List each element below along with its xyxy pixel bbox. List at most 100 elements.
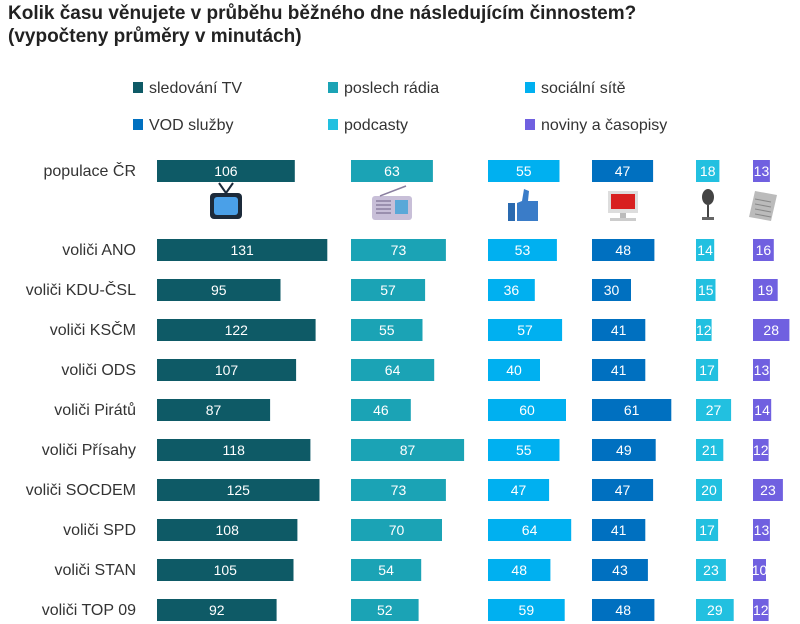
category-label: voliči KDU-ČSL (26, 280, 136, 299)
data-label: 92 (209, 602, 225, 618)
data-label: 61 (624, 402, 640, 418)
data-label: 60 (519, 402, 535, 418)
bar (753, 479, 783, 501)
bar (157, 319, 316, 341)
legend-label: poslech rádia (344, 80, 439, 97)
radio-icon (372, 185, 412, 220)
data-label: 64 (385, 362, 401, 378)
computer-icon (608, 191, 638, 221)
subtitle-line: (vypočteny průměry v minutách) (8, 26, 302, 47)
data-label: 57 (517, 322, 533, 338)
tv-icon (210, 182, 242, 219)
bar (753, 160, 770, 182)
data-label: 95 (211, 282, 227, 298)
data-label: 12 (753, 442, 769, 458)
legend-swatch (525, 119, 535, 130)
data-label: 36 (504, 282, 520, 298)
data-label: 55 (516, 163, 532, 179)
bar (592, 239, 655, 261)
legend-label: sledování TV (149, 80, 242, 97)
category-label: voliči Pirátů (54, 401, 136, 419)
microphone-icon (702, 189, 714, 220)
data-label: 15 (698, 282, 714, 298)
bar (753, 399, 772, 421)
data-label: 41 (611, 322, 627, 338)
data-label: 18 (700, 163, 716, 179)
bar (696, 519, 719, 541)
thumbs-up-icon (508, 189, 538, 221)
category-label: voliči TOP 09 (42, 602, 136, 619)
bar (696, 319, 712, 341)
bar (592, 279, 631, 301)
legend-swatch (133, 82, 143, 93)
data-label: 55 (516, 442, 532, 458)
data-label: 70 (389, 522, 405, 538)
bar (157, 439, 311, 461)
bar (592, 559, 648, 581)
data-label: 41 (611, 362, 627, 378)
bar (157, 559, 294, 581)
data-label: 125 (227, 482, 251, 498)
data-label: 12 (753, 602, 769, 618)
bar (351, 279, 426, 301)
bar (488, 439, 560, 461)
data-label: 23 (760, 482, 776, 498)
bar (351, 319, 423, 341)
data-label: 118 (223, 442, 246, 458)
bar (592, 599, 655, 621)
data-label: 40 (506, 362, 522, 378)
data-label: 12 (696, 322, 712, 338)
bar (753, 559, 766, 581)
data-label: 27 (706, 402, 722, 418)
data-label: 46 (373, 402, 389, 418)
bar (592, 399, 672, 421)
data-label: 48 (615, 242, 631, 258)
legend-swatch (133, 119, 143, 130)
bar (696, 439, 724, 461)
bar (351, 160, 433, 182)
data-label: 30 (604, 282, 620, 298)
legend-label: noviny a časopisy (541, 117, 667, 134)
data-label: 29 (707, 602, 723, 618)
category-label: voliči SOCDEM (26, 482, 136, 499)
bar (157, 160, 295, 182)
data-label: 52 (377, 602, 393, 618)
category-label: voliči SPD (63, 522, 136, 539)
data-label: 41 (611, 522, 627, 538)
data-label: 16 (756, 242, 772, 258)
data-label: 23 (703, 562, 719, 578)
data-label: 54 (378, 562, 394, 578)
data-label: 63 (384, 163, 400, 179)
bar (157, 519, 298, 541)
bar (592, 319, 646, 341)
bar (488, 559, 551, 581)
bar (157, 479, 320, 501)
data-label: 64 (522, 522, 538, 538)
bar (351, 239, 446, 261)
bar (157, 599, 277, 621)
bar (351, 599, 419, 621)
data-label: 47 (615, 482, 631, 498)
bar (157, 279, 281, 301)
data-label: 87 (206, 402, 222, 418)
data-label: 105 (214, 562, 238, 578)
bar (592, 439, 656, 461)
bar (696, 239, 715, 261)
data-label: 131 (230, 242, 254, 258)
data-label: 73 (391, 242, 407, 258)
bar (753, 439, 769, 461)
bar (753, 239, 774, 261)
bar (753, 359, 770, 381)
legend-swatch (328, 119, 338, 130)
bar (488, 479, 550, 501)
bar (488, 319, 563, 341)
bar (696, 599, 734, 621)
bar (351, 399, 411, 421)
bar (696, 399, 732, 421)
bar (351, 359, 435, 381)
data-label: 57 (380, 282, 396, 298)
chart-title: Kolik času věnujete v průběhu běžného dn… (8, 2, 636, 48)
category-label: voliči ODS (61, 362, 136, 379)
legend-label: podcasty (344, 117, 408, 134)
